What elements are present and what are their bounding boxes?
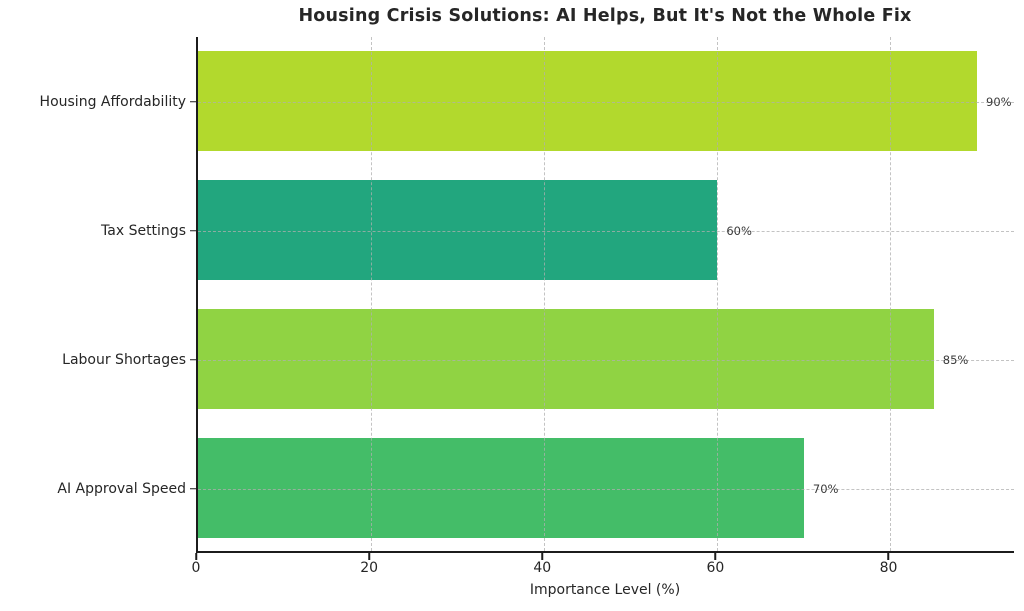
category-label: Tax Settings xyxy=(101,222,186,239)
bar-row: 90% xyxy=(198,37,1014,166)
vertical-gridline xyxy=(717,37,719,551)
x-tick-label: 0 xyxy=(191,560,201,576)
y-tick-mark xyxy=(190,358,196,361)
horizontal-gridline xyxy=(198,101,1014,103)
y-tick-mark xyxy=(190,487,196,490)
chart-title: Housing Crisis Solutions: AI Helps, But … xyxy=(298,6,912,26)
category-label: AI Approval Speed xyxy=(57,480,186,497)
horizontal-gridline xyxy=(198,230,1014,232)
x-tick-mark xyxy=(887,553,890,560)
x-tick-mark xyxy=(541,553,543,560)
value-label: 70% xyxy=(812,481,839,496)
x-tick-label: 60 xyxy=(706,560,725,576)
bar-row: 70% xyxy=(198,424,1014,553)
vertical-gridline xyxy=(544,37,546,551)
bar-row: 85% xyxy=(198,295,1014,424)
bar-housing-affordability xyxy=(198,51,978,151)
x-tick-mark xyxy=(195,553,197,560)
bar-row: 60% xyxy=(198,166,1014,295)
bar-tax-settings xyxy=(198,180,718,280)
horizontal-gridline xyxy=(198,488,1014,490)
x-tick-label: 40 xyxy=(533,560,552,576)
x-tick-mark xyxy=(368,553,370,560)
bar-ai-approval-speed xyxy=(198,438,804,538)
x-tick-mark xyxy=(714,553,717,560)
plot-area: 90% 60% 85% 70% xyxy=(196,37,1014,553)
y-tick-mark xyxy=(190,100,196,103)
y-tick-mark xyxy=(190,229,196,232)
value-label: 60% xyxy=(726,223,752,238)
category-label: Labour Shortages xyxy=(62,351,186,368)
value-label: 85% xyxy=(942,352,969,367)
bar-labour-shortages xyxy=(198,309,934,409)
x-tick-label: 20 xyxy=(360,560,379,576)
horizontal-gridline xyxy=(198,359,1014,361)
value-label: 90% xyxy=(986,94,1012,109)
vertical-gridline xyxy=(371,37,373,551)
category-label: Housing Affordability xyxy=(39,93,186,110)
x-tick-label: 80 xyxy=(879,560,898,576)
vertical-gridline xyxy=(890,37,892,551)
x-axis-label: Importance Level (%) xyxy=(529,582,681,598)
